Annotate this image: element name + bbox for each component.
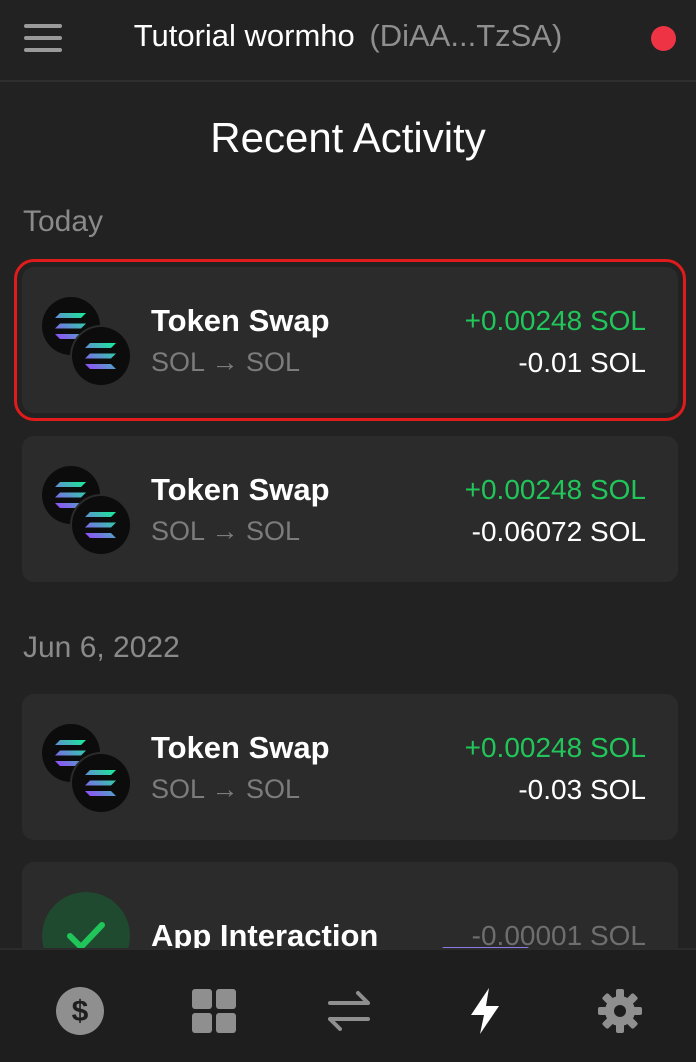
svg-text:$: $ xyxy=(72,995,89,1028)
solana-token-pair-icon xyxy=(42,297,132,385)
connection-status-dot xyxy=(651,26,676,51)
section-label-date: Jun 6, 2022 xyxy=(23,631,180,664)
wallet-title[interactable]: Tutorial wormho (DiAA...TzSA) xyxy=(0,18,696,54)
activity-title: Token Swap xyxy=(151,730,330,765)
amount-sent: -0.01 SOL xyxy=(518,347,646,378)
amount-sent: -0.03 SOL xyxy=(518,774,646,805)
section-label-today: Today xyxy=(23,205,104,238)
activity-item[interactable]: Token Swap SOL → SOL +0.00248 SOL -0.03 … xyxy=(22,694,678,840)
amount-received: +0.00248 SOL xyxy=(464,474,646,505)
activity-item[interactable]: Token Swap SOL → SOL +0.00248 SOL -0.060… xyxy=(22,436,678,582)
amount-received: +0.00248 SOL xyxy=(464,305,646,336)
bottom-nav: $ xyxy=(0,948,696,1062)
solana-token-pair-icon xyxy=(42,466,132,554)
activity-title: App Interaction xyxy=(151,918,379,953)
activity-subtitle: SOL → SOL xyxy=(151,347,301,377)
activity-item[interactable]: Token Swap SOL → SOL +0.00248 SOL -0.01 … xyxy=(14,259,686,421)
amount-sent: -0.00001 SOL xyxy=(471,920,646,951)
activity-title: Token Swap xyxy=(151,303,330,338)
gear-icon[interactable] xyxy=(595,986,645,1036)
solana-token-pair-icon xyxy=(42,724,132,812)
hamburger-menu-icon[interactable] xyxy=(24,24,62,52)
swap-arrows-icon[interactable] xyxy=(324,986,374,1036)
activity-item[interactable]: App Interaction -0.00001 SOL xyxy=(22,862,678,1008)
amount-received: +0.00248 SOL xyxy=(464,732,646,763)
activity-title: Token Swap xyxy=(151,472,330,507)
dollar-icon[interactable]: $ xyxy=(55,986,105,1036)
wallet-name: Tutorial wormho xyxy=(133,18,355,53)
top-bar: Tutorial wormho (DiAA...TzSA) xyxy=(0,0,696,82)
activity-subtitle: SOL → SOL xyxy=(151,516,301,546)
wallet-address: (DiAA...TzSA) xyxy=(369,18,563,53)
lightning-icon[interactable] xyxy=(460,986,510,1036)
grid-icon[interactable] xyxy=(189,986,239,1036)
amount-sent: -0.06072 SOL xyxy=(471,516,646,547)
activity-subtitle: SOL → SOL xyxy=(151,774,301,804)
page-title: Recent Activity xyxy=(210,114,486,161)
